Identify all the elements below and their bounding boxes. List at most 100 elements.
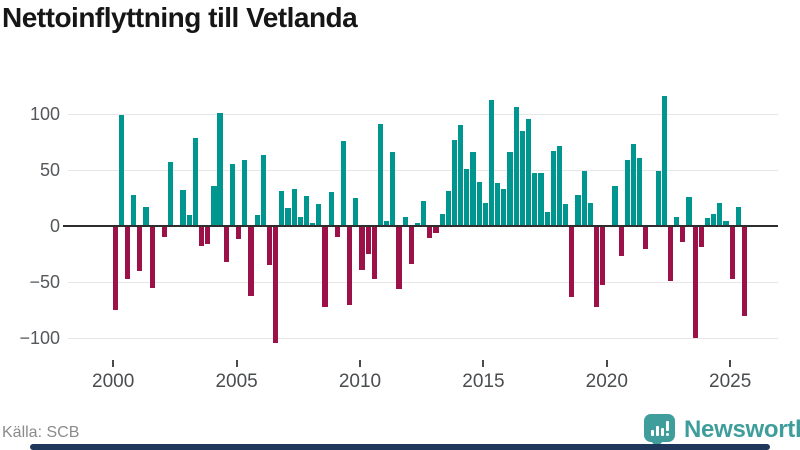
bar-chart-speech-bubble-icon: [644, 414, 675, 442]
bar: [384, 220, 390, 225]
bar: [180, 190, 186, 225]
bar: [476, 182, 482, 225]
bar: [637, 157, 643, 225]
newsworthy-wordmark: Newsworthy: [684, 416, 800, 443]
bar: [717, 202, 723, 225]
bar: [618, 227, 624, 257]
gridline: [68, 282, 778, 284]
y-tick-label: 0: [49, 216, 60, 236]
bar: [680, 227, 686, 242]
bar: [236, 227, 242, 240]
bar: [242, 159, 248, 225]
bar: [451, 139, 458, 225]
bar: [544, 211, 550, 225]
bar: [643, 227, 649, 250]
bar: [322, 227, 328, 307]
bar: [186, 214, 192, 225]
y-tick-label: 50: [39, 159, 60, 180]
bar: [266, 227, 273, 266]
bar: [217, 112, 223, 225]
x-tick-label: 2010: [338, 371, 382, 392]
bar: [297, 217, 303, 225]
bar: [445, 191, 451, 225]
bar: [488, 100, 495, 225]
bar: [161, 227, 168, 238]
newsworthy-logo[interactable]: Newsworthy: [644, 413, 800, 448]
gridline: [68, 338, 778, 340]
bar: [347, 227, 353, 305]
bar: [723, 220, 729, 225]
bar: [711, 213, 717, 225]
bar: [205, 227, 211, 244]
bar: [143, 207, 149, 225]
y-tick-label: −50: [29, 272, 60, 293]
bar: [729, 227, 735, 279]
bar: [538, 173, 544, 225]
chart-title: Nettoinflyttning till Vetlanda: [2, 2, 358, 33]
bar: [624, 159, 630, 225]
bar: [211, 185, 217, 225]
bar: [192, 138, 198, 225]
bar: [439, 213, 445, 225]
bar: [587, 202, 593, 225]
bar: [704, 218, 711, 225]
bar: [371, 227, 377, 279]
bar: [223, 227, 229, 262]
bar: [630, 144, 637, 225]
bar: [674, 217, 680, 225]
bar: [279, 191, 285, 225]
bar: [735, 207, 741, 225]
bar: [334, 227, 340, 238]
bar: [686, 196, 692, 225]
x-tick-mark: [729, 360, 732, 367]
bar: [458, 124, 464, 225]
zero-axis-line: [63, 225, 778, 227]
x-tick-mark: [112, 360, 115, 367]
bar: [396, 227, 402, 289]
x-tick-mark: [359, 360, 361, 367]
bar: [359, 227, 365, 270]
bar: [741, 227, 748, 316]
bar: [495, 183, 501, 225]
bar: [260, 155, 266, 225]
bar: [507, 151, 513, 225]
bar: [316, 203, 322, 225]
source-label: Källa: SCB: [2, 424, 80, 441]
bar: [402, 217, 408, 225]
bar: [131, 194, 137, 225]
bar: [390, 151, 396, 225]
bar: [563, 203, 569, 225]
bar: [427, 227, 433, 239]
bar: [377, 123, 384, 225]
bar: [328, 192, 334, 225]
gridline: [68, 169, 778, 171]
bar: [291, 189, 297, 225]
bar: [550, 150, 556, 225]
x-tick-mark: [605, 360, 608, 367]
bar: [149, 227, 155, 288]
bar: [433, 227, 439, 233]
bar: [698, 227, 704, 248]
gridline: [68, 113, 778, 115]
bar: [137, 227, 143, 271]
y-tick-label: −100: [19, 328, 60, 349]
x-tick-mark: [482, 360, 485, 367]
x-tick-label: 2000: [92, 371, 135, 392]
x-tick-label: 2005: [215, 371, 258, 392]
bar: [482, 202, 488, 225]
bar: [273, 227, 279, 343]
bar: [600, 227, 606, 286]
bar: [310, 222, 316, 225]
bar: [414, 222, 421, 225]
bar: [692, 227, 698, 339]
bar: [340, 140, 347, 225]
bar: [229, 164, 236, 225]
bar: [124, 227, 131, 279]
bar: [353, 198, 359, 225]
bar: [198, 227, 205, 247]
bar: [421, 201, 427, 225]
bar: [569, 227, 575, 297]
bar: [408, 227, 414, 265]
branding-bottom-bar: [30, 444, 770, 450]
